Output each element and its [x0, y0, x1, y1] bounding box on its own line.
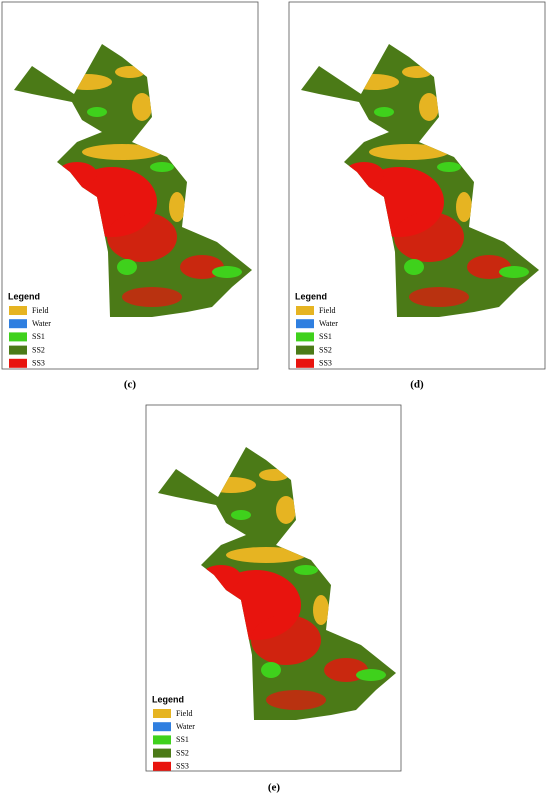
panel-frame: [145, 404, 402, 772]
legend-swatch: [296, 319, 314, 329]
panel-label: (c): [124, 379, 137, 391]
legend-label: SS3: [32, 359, 45, 368]
legend-swatch: [9, 358, 27, 368]
legend-swatch: [296, 306, 314, 315]
legend-swatch: [9, 319, 27, 329]
panel: Legend Field Water SS1 SS2 SS3: [1, 1, 262, 370]
map: [2, 2, 262, 332]
panel-frame: [1, 1, 259, 370]
legend-swatch: [296, 345, 314, 355]
panel: Legend Field Water SS1 SS2 SS3: [288, 1, 549, 370]
map: [289, 2, 549, 332]
panel-label: (d): [410, 379, 424, 391]
legend-swatch: [9, 332, 27, 342]
legend-label: SS3: [176, 762, 189, 771]
legend-title: Legend: [8, 291, 40, 301]
legend-label: SS2: [319, 345, 332, 354]
legend-label: Water: [319, 319, 338, 328]
legend-label: SS1: [32, 332, 45, 341]
legend-swatch: [153, 709, 171, 718]
legend-label: SS2: [32, 345, 45, 354]
legend-swatch: [153, 735, 171, 745]
legend-label: SS1: [176, 735, 189, 744]
legend-title: Legend: [152, 694, 184, 704]
legend-swatch: [153, 761, 171, 771]
panel-frame: [288, 1, 546, 370]
legend-swatch: [153, 722, 171, 732]
map: [146, 405, 406, 735]
legend-label: SS3: [319, 359, 332, 368]
legend-label: SS2: [176, 748, 189, 757]
panel: Legend Field Water SS1 SS2 SS3: [145, 404, 406, 772]
legend-label: Field: [319, 306, 335, 315]
legend-title: Legend: [295, 291, 327, 301]
legend-swatch: [296, 332, 314, 342]
legend-swatch: [296, 358, 314, 368]
panel-label: (e): [268, 782, 281, 794]
legend-swatch: [9, 306, 27, 315]
legend-label: SS1: [319, 332, 332, 341]
legend-label: Field: [32, 306, 48, 315]
legend-swatch: [153, 748, 171, 758]
legend-label: Water: [32, 319, 51, 328]
legend-label: Field: [176, 709, 192, 718]
legend-swatch: [9, 345, 27, 355]
legend-label: Water: [176, 722, 195, 731]
